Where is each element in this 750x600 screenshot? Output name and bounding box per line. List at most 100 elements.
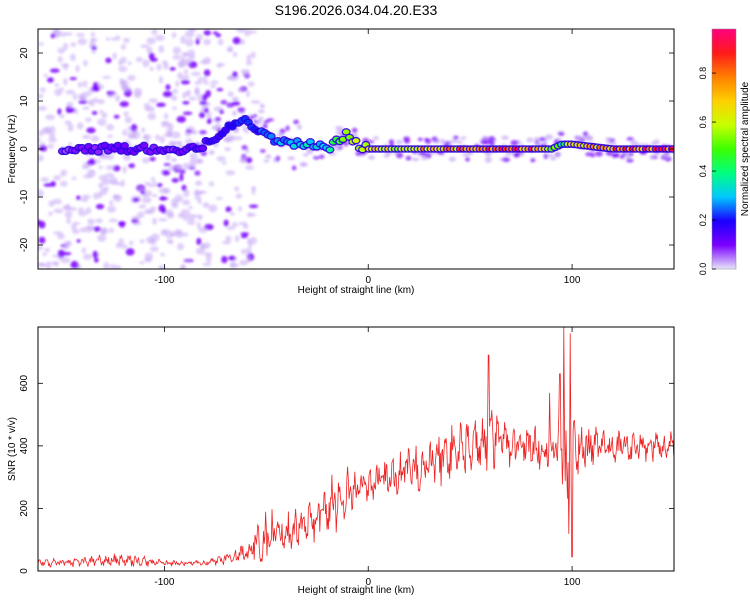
spectrogram-blob (219, 109, 224, 115)
spectrogram-blob (107, 134, 114, 138)
spectrogram-blob (38, 236, 46, 244)
spectrogram-blob (174, 141, 182, 145)
spectrogram-blob (586, 135, 594, 142)
spectrogram-blob (197, 198, 202, 205)
spectrogram-blob (373, 136, 379, 141)
spectrogram-blob (76, 122, 84, 130)
spectrogram-ridge-cell (222, 127, 229, 133)
spectrogram-blob (80, 198, 89, 203)
spectrogram-blob (98, 165, 104, 170)
spectrogram-blob (158, 196, 168, 201)
spectrogram-blob (480, 140, 487, 145)
spectrogram-blob (626, 158, 634, 163)
spectrogram-blob (149, 66, 154, 72)
spectrogram-blob (50, 261, 59, 266)
spectrogram-blob (102, 75, 112, 80)
spectrogram-blob (146, 37, 156, 45)
spectrogram-blob (299, 161, 306, 167)
spectrogram-blob (208, 149, 215, 155)
spectrogram-blob (98, 190, 103, 199)
spectrogram-blob (488, 136, 496, 142)
spectrogram-blob (165, 153, 171, 161)
spectrogram-blob (189, 152, 198, 161)
spectrogram-blob (90, 135, 100, 142)
spectrogram-blob (482, 135, 488, 140)
spectrogram-blob (144, 190, 153, 197)
spectrogram-blob (38, 154, 44, 162)
spectrogram-blob (109, 199, 114, 206)
spectrogram-blob (203, 30, 211, 36)
spectrogram-blob (66, 217, 71, 225)
spectrogram-blob (175, 80, 180, 88)
spectrogram-blob (120, 179, 125, 188)
spectrogram-blob (77, 38, 88, 46)
spectrogram-blob (64, 120, 72, 126)
spectrogram-blob (139, 239, 145, 244)
spectrogram-blob (214, 116, 221, 122)
spectrogram-blob (118, 59, 123, 66)
spectrogram-blob (237, 206, 243, 212)
spectrogram-blob (172, 54, 182, 60)
spectrogram-blob (183, 189, 190, 198)
spectrogram-blob (38, 245, 44, 251)
spectrogram-blob (158, 264, 166, 269)
spectrogram-blob (114, 94, 121, 102)
spectrogram-y-ticks: -20 -10 0 10 20 (19, 47, 674, 252)
spectrogram-blob (449, 139, 457, 144)
spectrogram-blob (82, 80, 88, 88)
spectrogram-blob (550, 156, 557, 161)
spectrogram-blob (102, 186, 110, 191)
spectrogram-blob (110, 37, 117, 41)
spectrogram-blob (57, 233, 65, 240)
spectrogram-blob (38, 138, 42, 142)
spectrogram-blob (251, 186, 257, 190)
colorbar-tick-label: 0.2 (698, 214, 708, 227)
spectrogram-blob (239, 157, 247, 164)
spectrogram-blob (228, 255, 236, 261)
snr-series-line (38, 327, 674, 568)
spectrogram-blob (574, 135, 581, 140)
spectrogram-blob (582, 131, 589, 137)
spectrogram-ridge-cell (101, 143, 109, 148)
spectrogram-blob (297, 124, 302, 130)
spectrogram-blob (417, 137, 423, 142)
colorbar-frame (711, 28, 737, 270)
spectrogram-blob (246, 212, 254, 218)
spectrogram-blob (626, 137, 634, 141)
spectrogram-blob (195, 180, 203, 186)
spectrogram-blob (649, 154, 655, 160)
spectrogram-blob (613, 152, 620, 158)
spectrogram-blob (184, 91, 189, 96)
spectrogram-blob (231, 96, 239, 101)
spectrogram-blob (210, 80, 219, 85)
spectrogram-blob (202, 262, 212, 267)
spectrogram-blob (106, 123, 115, 131)
spectrogram-blob (155, 34, 165, 42)
spectrogram-blob (171, 88, 179, 94)
spectrogram-blob (142, 134, 152, 141)
spectrogram-blob (202, 202, 210, 209)
spectrogram-blob (57, 249, 66, 258)
spectrogram-blob (199, 100, 208, 106)
spectrogram-blob (81, 91, 91, 97)
spectrogram-blob (244, 29, 251, 37)
spectrogram-blob (258, 109, 265, 114)
spectrogram-blob (170, 131, 181, 139)
spectrogram-blob (229, 212, 235, 216)
spectrogram-blob (291, 165, 297, 171)
spectrogram-blob (152, 217, 158, 225)
spectrogram-blob (120, 43, 126, 51)
spectrogram-blob (405, 155, 412, 161)
spectrogram-blob (176, 230, 183, 239)
spectrogram-blob (44, 247, 51, 253)
spectrogram-blob (212, 31, 218, 35)
spectrogram-x-ticks: -100 0 100 (154, 29, 581, 286)
spectrogram-blob (484, 156, 492, 163)
spectrogram-blob (227, 91, 234, 97)
spectrogram-blob (151, 29, 158, 36)
spectrogram-blob (181, 184, 187, 191)
spectrogram-blob (121, 83, 128, 92)
spectrogram-blob (86, 225, 96, 231)
spectrogram-blob (85, 207, 92, 215)
